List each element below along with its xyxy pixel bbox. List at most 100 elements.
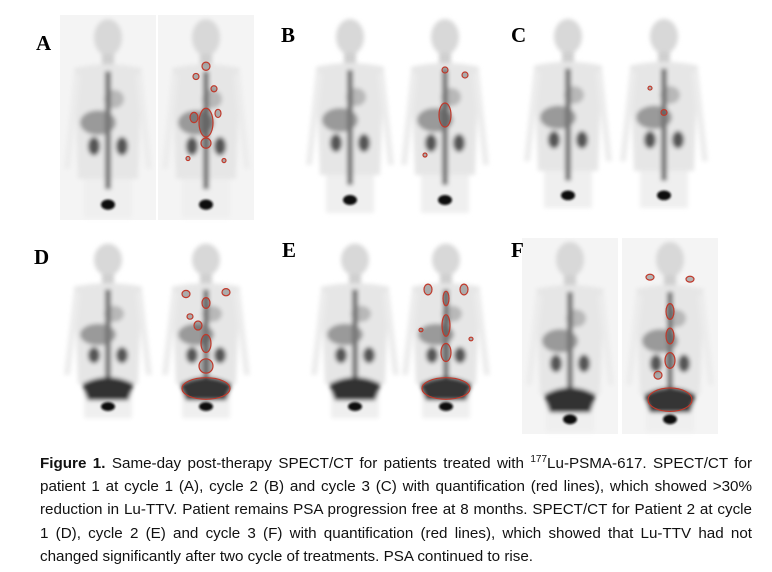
scan-image: [524, 18, 612, 209]
red-contour: [461, 71, 469, 79]
panel-label: B: [281, 23, 295, 47]
scan-body: [64, 243, 152, 419]
red-contour: [468, 336, 474, 342]
scan-image: [162, 243, 250, 419]
red-contour: [221, 288, 231, 297]
scan-image: [402, 243, 490, 419]
kidney: [672, 131, 684, 149]
scan-body: [526, 241, 614, 433]
red-contour: [418, 327, 424, 333]
scan-image: [522, 238, 618, 434]
head: [431, 19, 459, 55]
scan-body: [64, 19, 152, 218]
scan-image: [158, 15, 254, 220]
red-contour: [201, 61, 211, 71]
arm: [64, 70, 80, 169]
arm: [378, 69, 394, 165]
red-contour: [193, 320, 203, 331]
caption-text: Lu-PSMA-617. SPECT/CT for patient 1 at c…: [40, 455, 753, 565]
neck: [562, 52, 574, 64]
bladder: [657, 190, 671, 201]
kidney: [88, 136, 100, 156]
kidney: [550, 354, 562, 373]
panel-label: D: [34, 245, 49, 269]
pelvis: [644, 387, 696, 413]
pelvis: [544, 387, 596, 413]
scan-body: [524, 18, 612, 209]
panel-label: C: [511, 23, 526, 47]
head: [554, 18, 582, 54]
arm: [596, 67, 612, 162]
kidney: [644, 131, 656, 149]
head: [336, 19, 364, 55]
neck: [102, 53, 114, 67]
arm: [526, 290, 542, 385]
neck: [564, 275, 576, 287]
red-contour: [664, 352, 676, 369]
panel-label: F: [511, 238, 524, 262]
kidney: [363, 347, 375, 364]
red-contour: [198, 107, 214, 138]
head: [94, 19, 122, 56]
red-contour: [441, 66, 449, 74]
bladder: [199, 199, 213, 210]
kidney: [116, 136, 128, 156]
head: [341, 243, 369, 276]
red-contour: [422, 152, 428, 158]
neck: [344, 53, 356, 65]
scan-image: [622, 238, 718, 434]
arm: [626, 290, 642, 385]
panel-label: A: [36, 31, 52, 55]
neck: [658, 52, 670, 64]
kidney: [214, 136, 226, 156]
red-contour: [185, 155, 191, 162]
arm: [524, 67, 540, 162]
red-contour: [441, 314, 451, 337]
red-contour: [189, 111, 199, 124]
bladder: [439, 402, 453, 411]
spine: [203, 289, 209, 393]
bladder: [343, 195, 357, 205]
red-contour: [210, 85, 218, 93]
red-contour: [459, 283, 469, 296]
red-contour: [221, 157, 227, 164]
neck: [200, 274, 212, 285]
scan-body: [620, 18, 708, 209]
arm: [311, 288, 327, 375]
arm: [162, 288, 178, 375]
scan-image: [64, 243, 152, 419]
spine: [347, 70, 353, 185]
red-contour: [685, 275, 695, 283]
scan-image: [306, 19, 394, 213]
red-contour: [214, 108, 222, 119]
arm: [234, 70, 250, 169]
spine: [352, 289, 358, 393]
kidney: [650, 354, 662, 373]
kidney: [454, 347, 466, 364]
head: [192, 243, 220, 276]
figure-images: A B C D E F: [34, 15, 718, 434]
arm: [64, 288, 80, 375]
kidney: [214, 347, 226, 364]
red-contour: [421, 377, 471, 400]
scan-body: [306, 19, 394, 213]
scan-body: [162, 19, 250, 218]
head: [656, 241, 684, 278]
pelvis: [420, 377, 472, 401]
spine: [105, 289, 111, 393]
head: [94, 243, 122, 276]
red-contour: [181, 377, 231, 400]
head: [556, 241, 584, 278]
arm: [692, 67, 708, 162]
spine: [667, 291, 673, 405]
pelvis: [82, 377, 134, 401]
arm: [473, 69, 489, 165]
bladder: [438, 195, 452, 205]
red-contour: [647, 85, 653, 91]
arm: [402, 288, 418, 375]
red-contour: [665, 327, 675, 345]
arm: [620, 67, 636, 162]
arm: [598, 290, 614, 385]
caption-label: Figure 1.: [40, 455, 106, 472]
